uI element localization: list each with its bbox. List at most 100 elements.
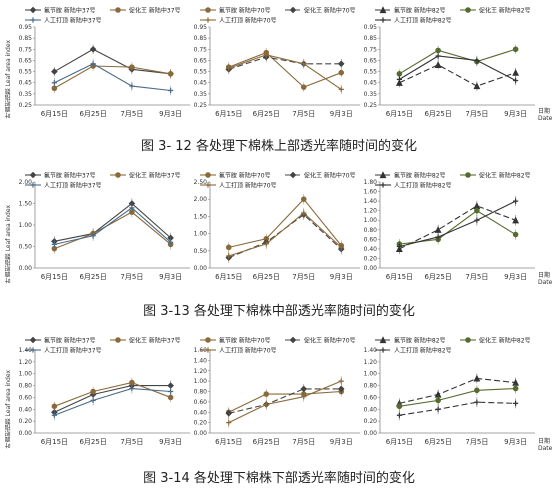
panel-1-0-legend-2-marker: [30, 182, 36, 188]
panel-0-1-y-tick-label: 0.95: [194, 24, 208, 31]
x-axis-unit-row1: 日期 Date: [538, 108, 553, 122]
panel-1-2-series-0-point: [512, 216, 520, 224]
panel-1-2-legend-0-label: 氟节胺 新陆中82号: [394, 171, 446, 179]
panel-0-2-series-2-line: [399, 55, 516, 81]
panel-2-1-y-tick-label: 0.00: [194, 430, 208, 437]
panel-0-1-x-tick-label: 6月15日: [215, 110, 242, 118]
panel-2-2-legend-1-label: 促化王 新陆中82号: [479, 336, 531, 344]
panel-0-1-legend-2-marker: [205, 17, 211, 23]
panel-2-2-series-1-point: [435, 397, 441, 404]
panel-0-2-legend-0-label: 氟节胺 新陆中82号: [394, 6, 446, 14]
panel-2-2-y-tick-label: 1.20: [364, 359, 378, 366]
panel-1-2-legend-1-label: 促化王 新陆中82号: [479, 171, 531, 179]
panel-1-0-legend-0-label: 氟节胺 新陆中37号: [44, 171, 96, 179]
panel-0-0-y-tick-label: 0.25: [19, 102, 33, 109]
panel-0-2-series-0-line: [399, 64, 516, 87]
panel-1-0-y-tick-label: 0.00: [19, 265, 33, 272]
panel-0-2-series-1-point: [512, 46, 519, 53]
panel-0-2-x-tick-label: 6月25日: [424, 110, 451, 118]
panel-0-0-x-tick-label: 7月5日: [120, 110, 143, 118]
panel-2-0-legend-1-label: 促化王 新陆中37号: [129, 336, 181, 344]
panel-2-0-legend-0-label: 氟节胺 新陆中37号: [44, 336, 96, 344]
figure-caption-3-13: 图 3-13 各处理下棉株中部透光率随时间的变化: [143, 304, 415, 319]
panel-2-1-series-2-point: [301, 394, 307, 400]
panel-2-2-y-tick-label: 0.40: [364, 406, 378, 413]
panel-1-1-x-tick-label: 9月3日: [330, 273, 353, 281]
panel-2-1-y-tick-label: 1.20: [194, 368, 208, 375]
panel-2-0-series-2-point: [51, 412, 57, 418]
panel-0-2-x-tick-label: 6月15日: [386, 110, 413, 118]
panel-2-2-series-2-point: [435, 406, 441, 412]
panel-2-1-legend-0-marker: [205, 337, 211, 343]
panel-0-2-legend-0-marker: [379, 6, 387, 14]
panel-1-0-y-tick-label: 2.00: [19, 179, 33, 186]
panel-0-0-series-2-point: [129, 83, 135, 89]
panel-1-1-series-1-line: [228, 213, 342, 259]
panel-1-2-series-2-point: [513, 198, 519, 204]
panel-2-1-series-1-point: [225, 409, 233, 417]
panel-0-0-x-tick-label: 6月25日: [79, 110, 106, 118]
figure-caption-3-14: 图 3-14 各处理下棉株下部透光率随时间的变化: [143, 471, 415, 486]
panel-2-1-x-tick-label: 6月25日: [253, 438, 280, 446]
panel-1-2-y-tick-label: 1.40: [364, 198, 378, 205]
panel-2-1-legend-2-label: 人工打顶 新陆中70号: [219, 346, 277, 354]
panel-1-2-series-2-point: [396, 243, 402, 250]
panel-1-2-x-tick-label: 6月25日: [424, 273, 451, 281]
panel-2-2-x-tick-label: 6月15日: [386, 438, 413, 446]
panel-0-0-series-2-line: [54, 63, 171, 92]
panel-0-0-series-1-point: [129, 64, 135, 70]
panel-0-2-series-0-point: [473, 82, 481, 90]
panel-0-0-series-2-point: [51, 80, 57, 86]
panel-2-0-y-tick-label: 1.00: [19, 371, 33, 378]
panel-0-1-y-tick-label: 0.35: [194, 91, 208, 98]
panel-0-1-y-tick-label: 0.45: [194, 80, 208, 87]
panel-1-2-x-tick-label: 6月15日: [386, 273, 413, 281]
panel-1-0-series-2-line: [54, 207, 171, 245]
panel-2-2-legend-0-label: 氟节胺 新陆中82号: [394, 336, 446, 344]
y-axis-label-row2: 叶面积指数 Leaf area index: [5, 205, 12, 284]
panel-1-0-series-2-point: [51, 241, 57, 247]
panel-1-2-series-2-point: [435, 234, 441, 240]
panel-2-1-series-2-point: [226, 420, 232, 426]
panel-2-0-y-tick-label: 1.20: [19, 359, 33, 366]
panel-2-0-legend-2-label: 人工打顶 新陆中37号: [44, 346, 102, 354]
panel-2-1-y-tick-label: 1.40: [194, 357, 208, 364]
panel-1-1-y-tick-label: 0.00: [194, 265, 208, 272]
panel-0-2-legend-1-label: 促化王 新陆中82号: [479, 6, 531, 14]
panel-2-2-series-1-line: [399, 387, 516, 407]
panel-2-1-y-tick-label: 0.80: [194, 389, 208, 396]
panel-0-0-y-tick-label: 0.95: [19, 24, 33, 31]
panel-2-2-series-2-point: [396, 412, 402, 418]
panel-0-0-legend-1-label: 促化王 新陆中37号: [129, 6, 181, 14]
panel-0-2-legend-2-label: 人工打顶 新陆中82号: [394, 16, 452, 24]
panel-1-2-y-tick-label: 0.60: [364, 236, 378, 243]
panel-0-1-series-2-point: [301, 61, 307, 67]
panel-0-2-series-1-line: [399, 48, 516, 75]
panel-2-1-series-2-point: [263, 401, 269, 408]
panel-0-1-series-0-point: [338, 69, 345, 76]
panel-2-0-legend-2-marker: [30, 347, 36, 353]
panel-2-2-x-tick-label: 6月25日: [424, 438, 451, 446]
panel-2-1-y-tick-label: 0.40: [194, 409, 208, 416]
panel-1-2-x-tick-label: 7月5日: [465, 273, 488, 281]
panel-1-0-legend-1-marker: [115, 172, 121, 178]
panel-0-1-legend-0-label: 氟节胺 新陆中70号: [219, 6, 271, 14]
panel-1-1-legend-2-label: 人工打顶 新陆中70号: [219, 181, 277, 189]
panel-0-2-y-tick-label: 0.25: [364, 102, 378, 109]
panel-2-1-legend-0-label: 氟节胺 新陆中70号: [219, 336, 271, 344]
panel-1-1-y-tick-label: 2.50: [194, 179, 208, 186]
panel-2-1-y-tick-label: 0.60: [194, 399, 208, 406]
panel-0-2-y-tick-label: 0.45: [364, 80, 378, 87]
panel-1-1-y-tick-label: 1.50: [194, 213, 208, 220]
panel-1-1-x-tick-label: 7月5日: [292, 273, 315, 281]
panel-1-0-legend-1-label: 促化王 新陆中37号: [129, 171, 181, 179]
panel-1-0-series-1-line: [54, 211, 171, 250]
x-axis-unit-row2: 日期 Date: [538, 272, 553, 286]
panel-0-1-legend-1-marker: [289, 6, 297, 14]
panel-0-0-x-tick-label: 6月15日: [41, 110, 68, 118]
panel-1-0-x-tick-label: 9月3日: [159, 273, 182, 281]
panel-0-0-legend-2-marker: [30, 17, 36, 23]
panel-0-0-legend-0-marker: [29, 6, 37, 14]
panel-1-2-y-tick-label: 0.40: [364, 246, 378, 253]
panel-1-2-x-tick-label: 9月3日: [504, 273, 527, 281]
